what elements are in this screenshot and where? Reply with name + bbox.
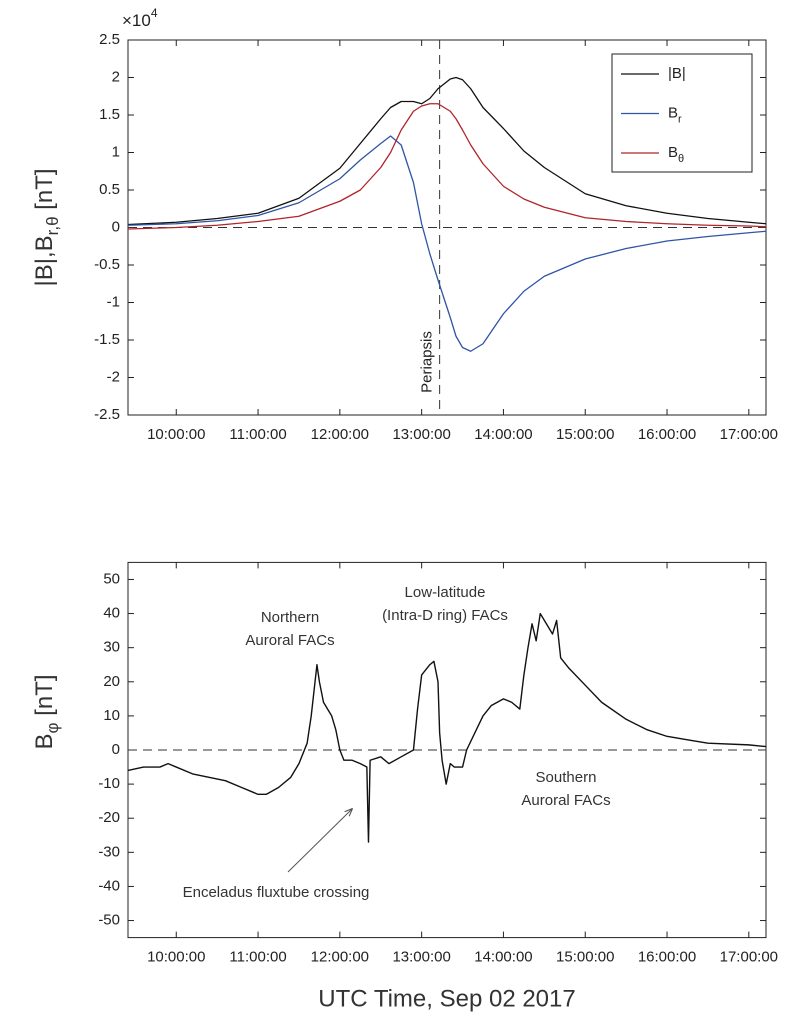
x-tick-label: 17:00:00: [720, 949, 778, 966]
y-tick-label: 20: [103, 673, 120, 690]
y-tick-label: 1: [112, 143, 120, 160]
y-multiplier-exp: 4: [151, 6, 158, 20]
y-tick-label: -30: [98, 843, 120, 860]
x-tick-label: 11:00:00: [229, 426, 286, 443]
y-axis-label-part: r,θ: [43, 216, 62, 235]
legend-name: B: [668, 144, 678, 161]
annotation: Auroral FACs: [521, 792, 610, 809]
annotation: Auroral FACs: [245, 632, 334, 649]
x-axis-label: UTC Time, Sep 02 2017: [318, 985, 575, 1012]
x-tick-label: 10:00:00: [147, 949, 205, 966]
x-tick-label: 16:00:00: [638, 949, 696, 966]
periapsis-label: Periapsis: [419, 331, 436, 393]
y-axis-label: |B|,Br,θ [nT]: [31, 168, 62, 286]
y-tick-label: 1.5: [99, 106, 120, 123]
legend-name: |B|: [668, 65, 686, 82]
annotation: Southern: [536, 769, 597, 786]
x-tick-label: 14:00:00: [474, 949, 532, 966]
legend-label: |B|: [668, 65, 686, 82]
annotation: Low-latitude: [405, 584, 486, 601]
annotation: (Intra-D ring) FACs: [382, 607, 508, 624]
y-tick-label: -40: [98, 877, 120, 894]
y-multiplier-base: ×10: [122, 11, 151, 30]
data-line: [127, 103, 767, 230]
y-tick-label: 0.5: [99, 181, 120, 198]
x-tick-label: 15:00:00: [556, 949, 614, 966]
x-tick-label: 15:00:00: [556, 426, 614, 443]
legend-name: B: [668, 104, 678, 121]
x-tick-label: 13:00:00: [392, 426, 450, 443]
x-tick-label: 12:00:00: [311, 949, 369, 966]
y-tick-label: 0: [112, 741, 120, 758]
legend-subscript: r: [678, 113, 682, 125]
x-tick-label: 16:00:00: [638, 426, 696, 443]
y-axis-label: Bφ [nT]: [31, 674, 62, 749]
data-line: [127, 135, 767, 352]
x-tick-label: 14:00:00: [474, 426, 532, 443]
x-tick-label: 11:00:00: [229, 949, 286, 966]
y-tick-label: -20: [98, 809, 120, 826]
y-tick-label: -2: [107, 368, 120, 385]
y-tick-label: 0: [112, 218, 120, 235]
y-axis-label-part: B: [31, 734, 58, 750]
data-line: [127, 76, 767, 226]
data-line: [127, 612, 767, 843]
y-tick-label: -0.5: [94, 256, 120, 273]
legend-label: Br: [668, 104, 682, 125]
y-tick-label: -50: [98, 912, 120, 929]
y-axis-label-part: [nT]: [31, 168, 58, 216]
x-tick-label: 17:00:00: [720, 426, 778, 443]
y-tick-label: 10: [103, 707, 120, 724]
y-multiplier: ×104: [122, 6, 158, 30]
y-tick-label: 50: [103, 570, 120, 587]
legend-label: Bθ: [668, 144, 684, 165]
x-tick-label: 13:00:00: [392, 949, 450, 966]
x-tick-label: 10:00:00: [147, 426, 205, 443]
annotation: Northern: [261, 609, 319, 626]
y-axis-label-part: [nT]: [31, 674, 58, 722]
x-tick-label: 12:00:00: [311, 426, 369, 443]
y-tick-label: -10: [98, 775, 120, 792]
annotation: Enceladus fluxtube crossing: [183, 884, 370, 901]
y-tick-label: 40: [103, 605, 120, 622]
legend-subscript: θ: [678, 153, 684, 165]
y-axis-label-part: φ: [43, 722, 62, 733]
y-axis-label-part: |B|,B: [31, 235, 58, 286]
y-tick-label: 30: [103, 639, 120, 656]
y-tick-label: -2.5: [94, 406, 120, 423]
y-tick-label: -1: [107, 293, 120, 310]
annotation-arrow: [287, 809, 352, 873]
y-tick-label: 2.5: [99, 31, 120, 48]
y-tick-label: -1.5: [94, 331, 120, 348]
y-tick-label: 2: [112, 68, 120, 85]
